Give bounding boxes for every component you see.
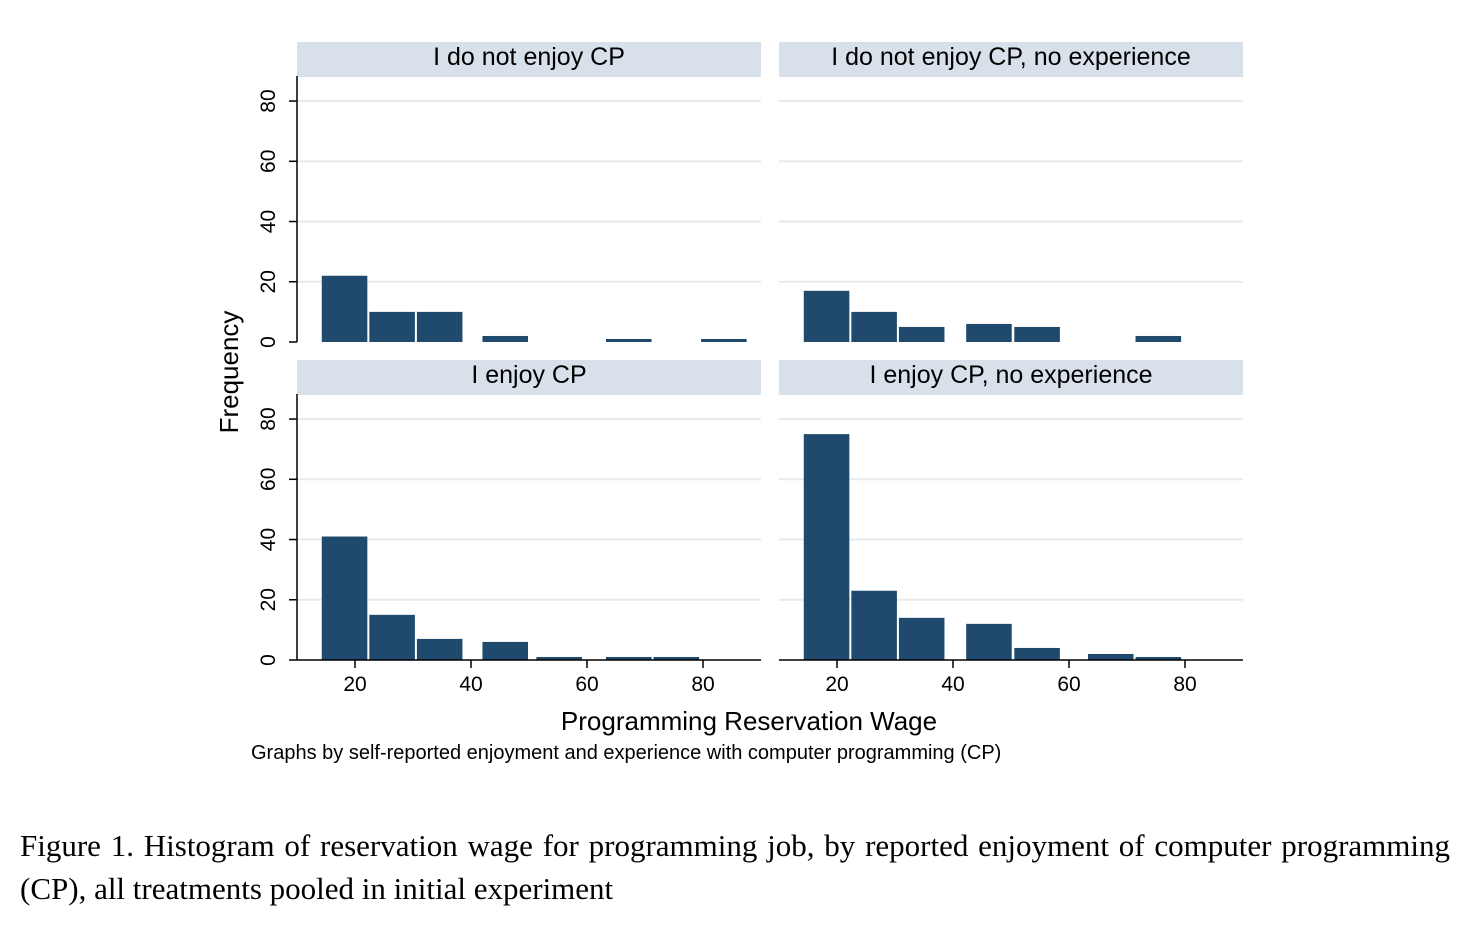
y-tick-label: 40 (257, 210, 280, 233)
y-tick-label: 20 (257, 270, 280, 293)
panel-title: I do not enjoy CP (433, 43, 625, 71)
histogram-bar (605, 656, 652, 660)
y-tick-label: 80 (257, 407, 280, 430)
panel-strip (779, 360, 1243, 395)
histogram-panel-3: 0 20 40 60 80 20 40 60 80 (257, 394, 761, 696)
histogram-bar (1135, 656, 1182, 660)
histogram-bar (482, 335, 528, 342)
y-tick-label: 80 (257, 89, 280, 112)
x-tick-label: 60 (1057, 673, 1080, 696)
histogram-panel-1: 0 20 40 60 80 (257, 76, 761, 348)
panel-title: I enjoy CP (471, 361, 586, 389)
y-tick-label: 40 (257, 528, 280, 551)
x-tick-label: 20 (825, 673, 848, 696)
histogram-bar (803, 290, 850, 342)
histogram-bar (369, 614, 415, 660)
histogram-bar (803, 434, 850, 660)
x-tick-label: 40 (459, 673, 482, 696)
y-tick-label: 0 (257, 654, 280, 666)
histogram-bar (966, 323, 1012, 342)
histogram-bar (898, 326, 945, 342)
histogram-bar (321, 275, 368, 342)
x-tick-label: 60 (575, 673, 598, 696)
x-tick-label: 40 (941, 673, 964, 696)
plot-marks: 0 20 40 60 80 0 20 40 60 80 20 40 60 80 20 40 60 80 (257, 76, 1243, 696)
y-tick-label: 60 (257, 150, 280, 173)
histogram-bar (321, 536, 368, 660)
histogram-bar (851, 311, 897, 342)
panel-top-right: I do not enjoy CP, no experience (779, 42, 1243, 77)
y-tick-label: 20 (257, 588, 280, 611)
y-tick-label: 60 (257, 468, 280, 491)
figure-caption: Figure 1. Histogram of reservation wage … (20, 828, 1450, 906)
histogram-bar (653, 656, 700, 660)
y-axis-title: Frequency (214, 311, 244, 434)
x-tick-label: 80 (691, 673, 714, 696)
histogram-bar (898, 617, 945, 660)
histogram-bar (1135, 335, 1182, 342)
histogram-bar (851, 590, 897, 660)
panel-bottom-left: I enjoy CP (297, 360, 761, 395)
histogram-bar (416, 638, 463, 660)
x-tick-label: 80 (1173, 673, 1196, 696)
panel-title: I enjoy CP, no experience (869, 361, 1152, 389)
histogram-bar (369, 311, 415, 342)
y-tick-label: 0 (257, 336, 280, 348)
graphs-by-note: Graphs by self-reported enjoyment and ex… (251, 742, 1001, 764)
histogram-bar (605, 338, 652, 342)
x-axis-title: Programming Reservation Wage (561, 706, 937, 736)
histogram-bar (701, 338, 747, 342)
panel-bottom-right: I enjoy CP, no experience (779, 360, 1243, 395)
panel-title: I do not enjoy CP, no experience (831, 43, 1191, 71)
histogram-panel-4: 20 40 60 80 (779, 418, 1243, 696)
histogram-bar (1087, 653, 1134, 660)
panel-strip (297, 42, 761, 77)
panel-strip (779, 42, 1243, 77)
x-tick-label: 20 (343, 673, 366, 696)
histogram-panel-2 (779, 100, 1243, 342)
histogram-bar (1014, 647, 1060, 660)
panel-top-left: I do not enjoy CP (297, 42, 761, 77)
histogram-bar (966, 623, 1012, 660)
histogram-bar (416, 311, 463, 342)
histogram-bar (1014, 326, 1060, 342)
histogram-bar (482, 641, 528, 660)
histogram-bar (536, 656, 582, 660)
panel-strip (297, 360, 761, 395)
